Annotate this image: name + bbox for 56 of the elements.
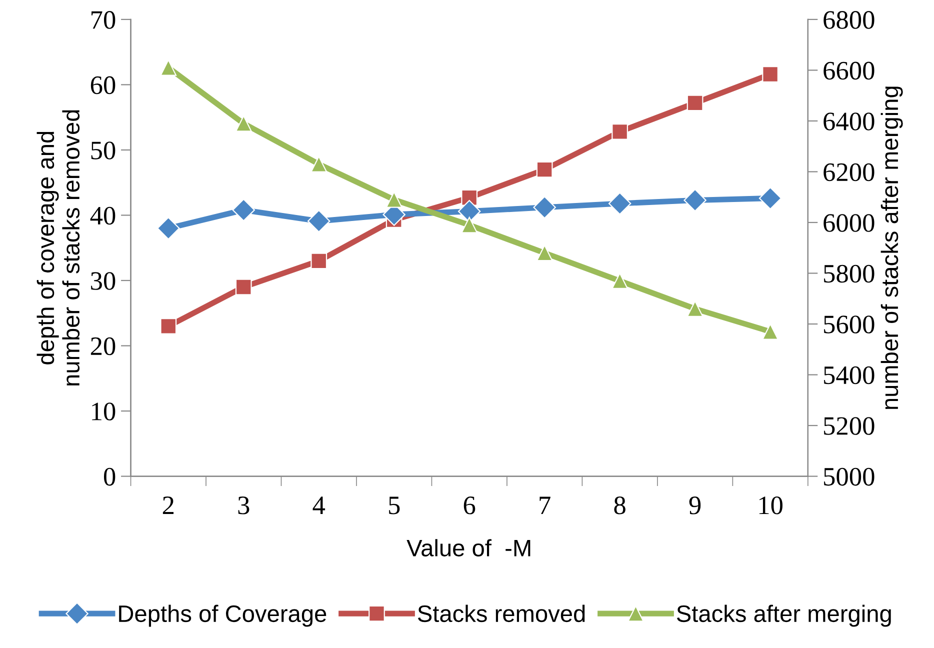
- x-tick-label: 8: [614, 496, 626, 514]
- point: [310, 156, 328, 172]
- point: [157, 216, 180, 240]
- point: [310, 252, 328, 270]
- y-axis-title: depth of coverage and number of stacks removed: [36, 110, 80, 386]
- y-tick-label: 20: [90, 337, 116, 356]
- point: [612, 272, 628, 290]
- x-tick-label: 6: [464, 496, 476, 514]
- point: [686, 300, 704, 317]
- point: [536, 244, 553, 262]
- point: [533, 196, 556, 219]
- point: [386, 191, 402, 208]
- x-tick-label: 5: [389, 496, 400, 514]
- point: [762, 66, 778, 82]
- y2-tick-label: 5200: [824, 417, 874, 435]
- point: [160, 59, 177, 76]
- point: [160, 318, 177, 334]
- y2-axis-title: number of stacks after merging: [880, 86, 903, 410]
- x-tick-label: 2: [162, 496, 174, 514]
- y2-tick-label: 5600: [824, 316, 874, 334]
- point: [762, 323, 778, 340]
- y-tick-label: 10: [92, 402, 116, 420]
- y2-tick-label: 6800: [824, 11, 874, 29]
- x-tick-label: 7: [540, 496, 550, 514]
- x-tick-label: 9: [689, 496, 701, 514]
- point: [612, 124, 628, 140]
- x-tick-label: 3: [238, 496, 250, 514]
- point: [461, 216, 478, 234]
- y-tick-label: 40: [90, 206, 116, 225]
- x-tick-label: 4: [312, 496, 326, 514]
- y-tick-label: 60: [90, 76, 116, 94]
- y2-tick-label: 6600: [824, 62, 874, 80]
- legend-label: Depths of Coverage: [119, 604, 326, 627]
- x-axis-title: Value of -M: [406, 539, 530, 556]
- point: [684, 188, 706, 212]
- x-tick-label: 10: [759, 496, 782, 514]
- point: [686, 94, 704, 112]
- legend-label: Stacks after merging: [676, 604, 891, 627]
- point: [235, 278, 252, 296]
- y-tick-label: 30: [91, 272, 116, 290]
- point: [235, 115, 252, 132]
- y-tick-label: 70: [92, 11, 116, 29]
- point: [536, 161, 553, 178]
- y2-tick-label: 6200: [824, 163, 874, 182]
- point: [308, 210, 330, 232]
- legend-label: Stacks removed: [418, 604, 585, 622]
- y2-tick-label: 5000: [824, 468, 874, 486]
- point: [232, 198, 255, 222]
- y2-tick-label: 6000: [824, 214, 874, 232]
- y2-tick-label: 6400: [824, 112, 874, 130]
- point: [608, 192, 632, 215]
- y2-tick-label: 5800: [824, 264, 874, 283]
- y2-tick-label: 5400: [824, 366, 874, 384]
- y-tick-label: 0: [104, 468, 116, 486]
- point: [758, 186, 782, 210]
- y-tick-label: 50: [91, 142, 116, 160]
